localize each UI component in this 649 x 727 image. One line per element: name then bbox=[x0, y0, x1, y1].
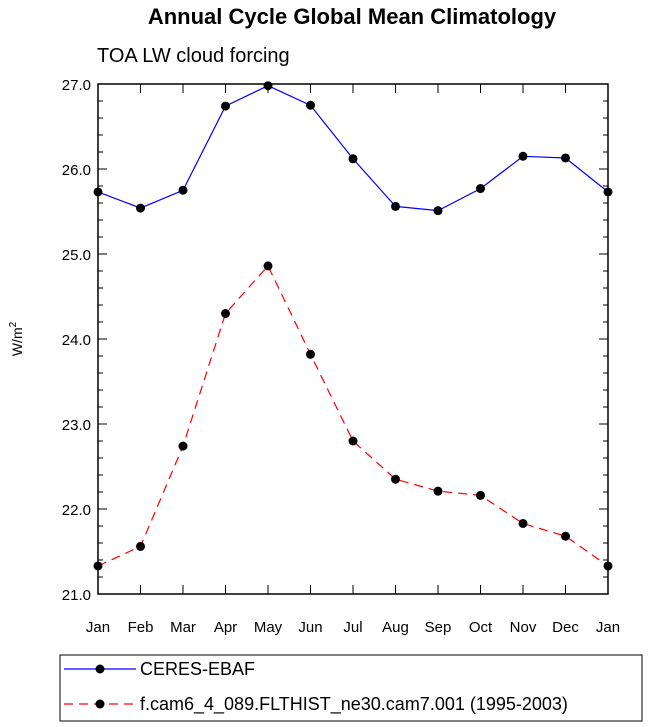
series-0-point bbox=[263, 81, 273, 91]
y-axis-label-text: W/m bbox=[9, 327, 25, 356]
legend: CERES-EBAF f.cam6_4_089.FLTHIST_ne30.cam… bbox=[59, 654, 643, 722]
series-0-point bbox=[178, 185, 188, 195]
series-1-point bbox=[433, 486, 443, 496]
series-0-point bbox=[476, 184, 485, 194]
series-0-point bbox=[348, 154, 358, 164]
x-tick-label: Jul bbox=[343, 619, 362, 636]
x-tick-label: Nov bbox=[510, 619, 537, 636]
x-tick-label: May bbox=[254, 619, 283, 636]
series-1-point bbox=[476, 490, 485, 500]
x-tick-label: Jan bbox=[86, 619, 110, 636]
series-1-point bbox=[306, 349, 315, 359]
legend-marker-ceres bbox=[95, 664, 105, 674]
series-1-point bbox=[603, 561, 613, 571]
legend-box bbox=[59, 654, 643, 722]
series-1-point bbox=[136, 541, 145, 551]
y-tick-label: 27.0 bbox=[62, 77, 91, 94]
x-tick-label: Sep bbox=[425, 619, 452, 636]
series-0-point bbox=[136, 203, 145, 213]
series-0-point bbox=[221, 101, 230, 111]
series-1-point bbox=[561, 531, 570, 541]
series-line-1 bbox=[97, 264, 609, 567]
series-1-point bbox=[178, 441, 188, 451]
series-0-point bbox=[391, 201, 400, 211]
chart-title: Annual Cycle Global Mean Climatology bbox=[148, 4, 557, 29]
series-1-point bbox=[93, 561, 103, 571]
series-0-point bbox=[306, 100, 315, 110]
y-tick-label: 25.0 bbox=[62, 247, 91, 264]
series-0-point bbox=[93, 187, 103, 197]
series-line-0 bbox=[97, 85, 609, 212]
series-1-point bbox=[391, 474, 400, 484]
series-1-point bbox=[263, 261, 273, 271]
x-tick-label: Mar bbox=[170, 619, 196, 636]
x-tick-label: Feb bbox=[128, 619, 154, 636]
series-1-point bbox=[221, 309, 230, 318]
chart-subtitle: TOA LW cloud forcing bbox=[97, 45, 290, 67]
series-layer bbox=[93, 81, 613, 571]
series-0-point bbox=[518, 151, 528, 161]
y-tick-label: 24.0 bbox=[62, 332, 91, 349]
x-tick-label: Jan bbox=[596, 619, 620, 636]
y-axis: 21.0 22.0 23.0 24.0 25.0 26.0 27.0 bbox=[62, 77, 608, 604]
series-0-point bbox=[561, 153, 570, 163]
y-axis-label: W/m2 bbox=[8, 321, 25, 356]
x-tick-label: Dec bbox=[552, 619, 579, 636]
y-tick-label: 22.0 bbox=[62, 502, 91, 519]
legend-label-ceres: CERES-EBAF bbox=[140, 659, 255, 679]
x-tick-label: Apr bbox=[214, 619, 237, 636]
series-1-point bbox=[348, 436, 358, 446]
series-0-point bbox=[603, 187, 613, 197]
x-tick-label: Oct bbox=[469, 619, 493, 636]
x-axis: Jan Feb Mar Apr May Jun Jul Aug Sep Oct Nov Dec Jan bbox=[86, 84, 620, 636]
x-tick-label: Jun bbox=[298, 619, 322, 636]
y-tick-label: 26.0 bbox=[62, 162, 91, 179]
series-1-point bbox=[518, 518, 528, 528]
legend-marker-model bbox=[95, 699, 105, 709]
series-0-point bbox=[433, 206, 443, 216]
y-tick-label: 21.0 bbox=[62, 587, 91, 604]
legend-label-model: f.cam6_4_089.FLTHIST_ne30.cam7.001 (1995… bbox=[140, 694, 568, 715]
x-tick-label: Aug bbox=[382, 619, 409, 636]
y-axis-label-superscript: 2 bbox=[8, 321, 19, 327]
y-tick-label: 23.0 bbox=[62, 417, 91, 434]
